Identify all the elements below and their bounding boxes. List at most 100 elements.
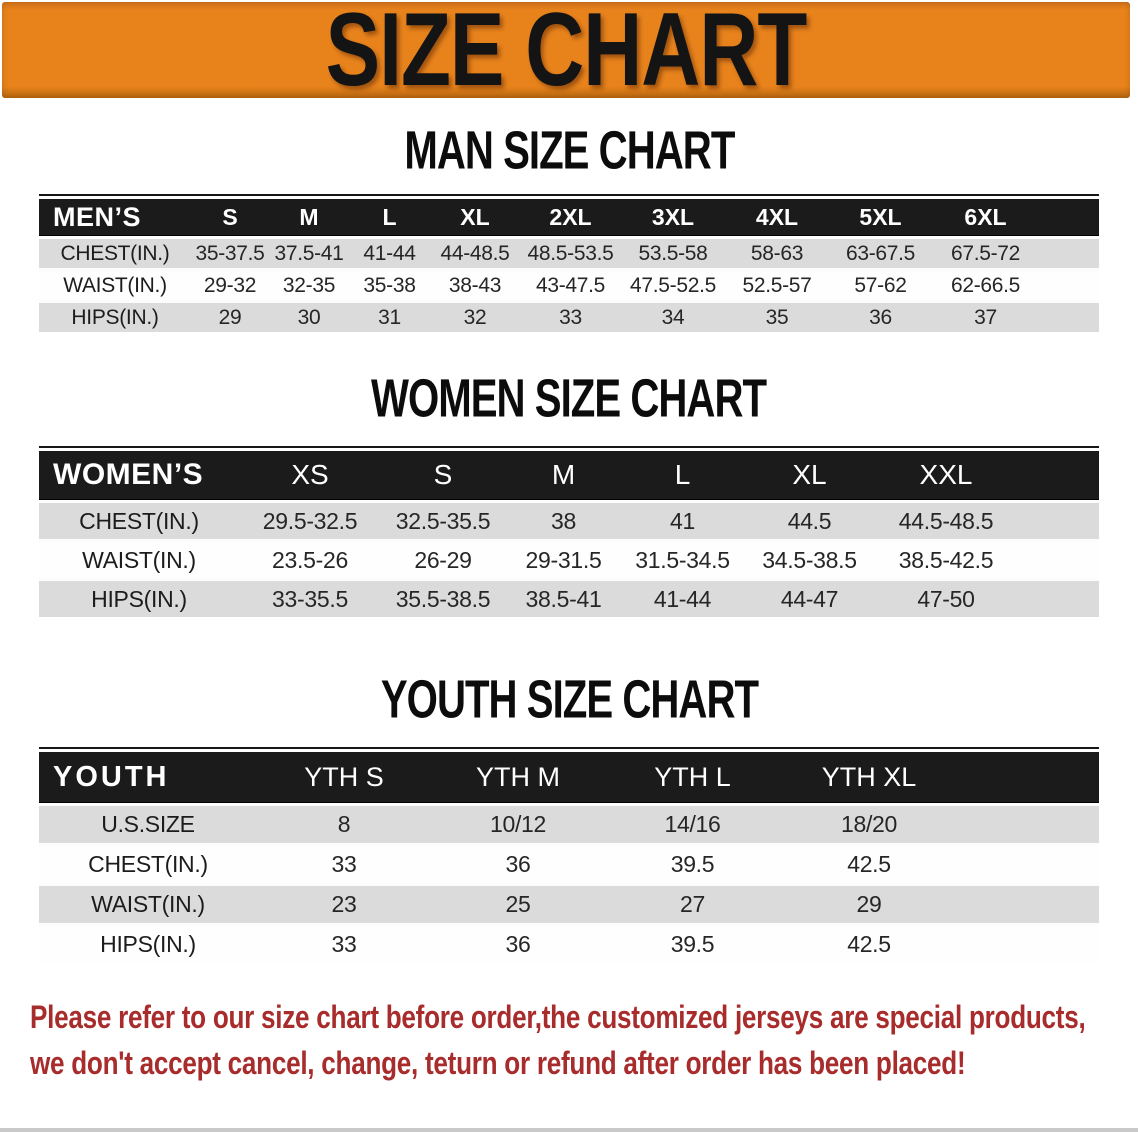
row-label: CHEST(IN.) xyxy=(39,236,191,268)
row-label: WAIST(IN.) xyxy=(39,539,239,578)
cell-spacer xyxy=(1039,236,1099,268)
header-spacer xyxy=(958,749,1099,803)
size-cell: 38.5-41 xyxy=(505,578,622,617)
banner-title-wrap: SIZE CHART xyxy=(313,0,819,116)
table-row: HIPS(IN.) 33 36 39.5 42.5 xyxy=(39,923,1099,963)
column-header: L xyxy=(349,196,430,236)
size-cell: 43-47.5 xyxy=(520,268,621,300)
cell-spacer xyxy=(958,803,1099,843)
size-cell: 53.5-58 xyxy=(621,236,725,268)
size-cell: 37 xyxy=(932,300,1039,332)
youth-table-body: U.S.SIZE 8 10/12 14/16 18/20 CHEST(IN.) 33 36 39… xyxy=(39,803,1099,963)
column-header: S xyxy=(191,196,269,236)
womens-table-body: CHEST(IN.) 29.5-32.5 32.5-35.5 38 41 44.5 44.5… xyxy=(39,500,1099,617)
size-cell: 41-44 xyxy=(349,236,430,268)
disclaimer-line-2-text: we don't accept cancel, change, teturn o… xyxy=(30,1046,966,1082)
column-header: M xyxy=(269,196,349,236)
table-row: WAIST(IN.) 23 25 27 29 xyxy=(39,883,1099,923)
column-header: XS xyxy=(239,448,381,500)
size-cell: 38.5-42.5 xyxy=(876,539,1016,578)
size-cell: 10/12 xyxy=(431,803,605,843)
column-header: YTH L xyxy=(605,749,780,803)
mens-table-body: CHEST(IN.) 35-37.5 37.5-41 41-44 44-48.5 48.5… xyxy=(39,236,1099,332)
size-cell: 32 xyxy=(430,300,520,332)
column-header: XL xyxy=(743,448,876,500)
size-cell: 44-47 xyxy=(743,578,876,617)
size-cell: 62-66.5 xyxy=(932,268,1039,300)
column-header: XL xyxy=(430,196,520,236)
table-row: WAIST(IN.) 23.5-26 26-29 29-31.5 31.5-34.5 34… xyxy=(39,539,1099,578)
column-header: XXL xyxy=(876,448,1016,500)
table-row: CHEST(IN.) 33 36 39.5 42.5 xyxy=(39,843,1099,883)
table-row: CHEST(IN.) 29.5-32.5 32.5-35.5 38 41 44.5 44.5… xyxy=(39,500,1099,539)
table-row: U.S.SIZE 8 10/12 14/16 18/20 xyxy=(39,803,1099,843)
size-cell: 39.5 xyxy=(605,843,780,883)
women-section-heading-text: WOMEN SIZE CHART xyxy=(371,367,767,429)
row-label: CHEST(IN.) xyxy=(39,843,257,883)
women-size-section: WOMEN SIZE CHART WOMEN’S XS S M L XL XXL CHEST… xyxy=(0,368,1138,617)
size-cell: 36 xyxy=(431,923,605,963)
cell-spacer xyxy=(1016,539,1099,578)
mens-table-header: MEN’S S M L XL 2XL 3XL 4XL 5XL 6XL xyxy=(39,196,1099,236)
size-cell: 42.5 xyxy=(780,843,958,883)
size-cell: 34 xyxy=(621,300,725,332)
size-cell: 26-29 xyxy=(381,539,505,578)
row-label: HIPS(IN.) xyxy=(39,923,257,963)
size-cell: 58-63 xyxy=(725,236,829,268)
size-cell: 29-31.5 xyxy=(505,539,622,578)
size-cell: 38-43 xyxy=(430,268,520,300)
size-cell: 41 xyxy=(622,500,743,539)
size-cell: 41-44 xyxy=(622,578,743,617)
size-cell: 29 xyxy=(191,300,269,332)
size-cell: 14/16 xyxy=(605,803,780,843)
size-cell: 39.5 xyxy=(605,923,780,963)
size-cell: 38 xyxy=(505,500,622,539)
column-header: 3XL xyxy=(621,196,725,236)
row-label: WAIST(IN.) xyxy=(39,883,257,923)
header-row: MEN’S S M L XL 2XL 3XL 4XL 5XL 6XL xyxy=(39,196,1099,236)
size-cell: 63-67.5 xyxy=(829,236,932,268)
cell-spacer xyxy=(1016,578,1099,617)
youth-size-table: YOUTH YTH S YTH M YTH L YTH XL U.S.SIZE 8 10/1… xyxy=(39,747,1099,963)
size-cell: 44.5-48.5 xyxy=(876,500,1016,539)
size-chart-sections: MAN SIZE CHART MEN’S S M L XL 2XL 3XL 4XL 5XL 6XL… xyxy=(0,120,1138,963)
size-cell: 33 xyxy=(257,923,431,963)
cell-spacer xyxy=(958,883,1099,923)
size-cell: 8 xyxy=(257,803,431,843)
header-spacer xyxy=(1039,196,1099,236)
youth-section-heading-text: YOUTH SIZE CHART xyxy=(380,668,758,730)
size-cell: 33 xyxy=(520,300,621,332)
youth-section-heading: YOUTH SIZE CHART xyxy=(0,669,1138,730)
column-header: YTH S xyxy=(257,749,431,803)
size-cell: 52.5-57 xyxy=(725,268,829,300)
size-cell: 25 xyxy=(431,883,605,923)
row-label: CHEST(IN.) xyxy=(39,500,239,539)
size-chart-title: SIZE CHART xyxy=(325,0,808,109)
size-cell: 18/20 xyxy=(780,803,958,843)
size-cell: 32.5-35.5 xyxy=(381,500,505,539)
size-cell: 31.5-34.5 xyxy=(622,539,743,578)
table-row: CHEST(IN.) 35-37.5 37.5-41 41-44 44-48.5 48.5… xyxy=(39,236,1099,268)
size-cell: 32-35 xyxy=(269,268,349,300)
size-cell: 27 xyxy=(605,883,780,923)
order-disclaimer: Please refer to our size chart before or… xyxy=(0,995,1138,1087)
column-header: 5XL xyxy=(829,196,932,236)
table-header-label: MEN’S xyxy=(39,196,191,236)
size-cell: 47-50 xyxy=(876,578,1016,617)
column-header: YTH M xyxy=(431,749,605,803)
size-cell: 42.5 xyxy=(780,923,958,963)
womens-table-header: WOMEN’S XS S M L XL XXL xyxy=(39,448,1099,500)
size-cell: 47.5-52.5 xyxy=(621,268,725,300)
size-cell: 44-48.5 xyxy=(430,236,520,268)
women-section-heading: WOMEN SIZE CHART xyxy=(0,368,1138,429)
size-cell: 34.5-38.5 xyxy=(743,539,876,578)
youth-table-header: YOUTH YTH S YTH M YTH L YTH XL xyxy=(39,749,1099,803)
size-cell: 31 xyxy=(349,300,430,332)
cell-spacer xyxy=(958,923,1099,963)
womens-size-table: WOMEN’S XS S M L XL XXL CHEST(IN.) 29.5-32.5 32.… xyxy=(39,446,1099,617)
table-header-label: YOUTH xyxy=(39,749,257,803)
size-cell: 67.5-72 xyxy=(932,236,1039,268)
size-cell: 36 xyxy=(829,300,932,332)
row-label: U.S.SIZE xyxy=(39,803,257,843)
